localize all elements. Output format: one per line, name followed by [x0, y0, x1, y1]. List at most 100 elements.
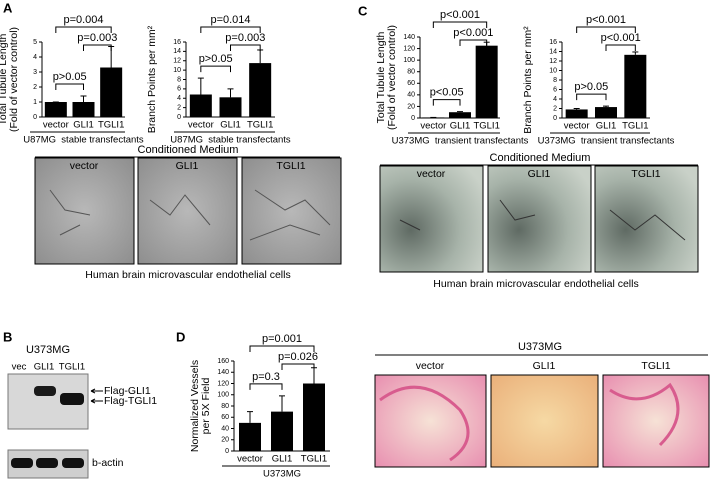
- lane-label: TGLI1: [59, 362, 85, 373]
- x-tick-label: GLI1: [450, 121, 471, 132]
- caption: U373MG transient transfectants: [392, 136, 529, 147]
- significance-bracket: [432, 21, 488, 28]
- y-tick-label: 120: [217, 380, 229, 387]
- p-value: p=0.014: [210, 14, 250, 26]
- image-label: GLI1: [533, 360, 556, 372]
- p-value: p=0.026: [278, 351, 318, 363]
- significance-bracket: [249, 345, 315, 352]
- band: [60, 393, 84, 405]
- arrow: [90, 388, 103, 404]
- bar-chart: 0 1 2 3 4 5 Total Tubule Length (Fold of vector…: [0, 14, 144, 146]
- y-tick-label: 0: [177, 114, 181, 121]
- x-tick-label: TGLI1: [98, 120, 124, 131]
- y-tick-label: 0: [553, 115, 557, 122]
- micrograph: [34, 157, 135, 265]
- bar: [219, 97, 242, 117]
- p-value: p=0.003: [77, 32, 117, 44]
- y-axis-label: per 5X Field: [200, 378, 212, 435]
- panel-label: D: [176, 329, 185, 344]
- caption: U87MG stable transfectants: [23, 135, 144, 146]
- bar-chart: 0 2 4 6 8 10 12 14 16 Branch Points per mm² vector…: [522, 14, 675, 147]
- panel-label: A: [3, 0, 13, 15]
- panel-labels: A B C D: [3, 0, 368, 344]
- significance-bracket: [459, 39, 488, 46]
- significance-bracket: [432, 99, 461, 106]
- section-title: Conditioned Medium: [490, 152, 591, 164]
- y-tick-label: 5: [33, 39, 37, 46]
- panel-label: C: [358, 3, 368, 18]
- y-axis-label: Branch Points per mm²: [146, 25, 158, 133]
- image-label: GLI1: [176, 160, 199, 172]
- y-axis-label: (Fold of vector control): [386, 25, 398, 130]
- y-tick-label: 16: [549, 39, 557, 46]
- y-tick-label: 2: [33, 84, 37, 91]
- y-tick-label: 6: [177, 86, 181, 93]
- y-tick-label: 20: [221, 437, 229, 444]
- p-value: p<0.001: [453, 27, 493, 39]
- p-value: p=0.003: [225, 32, 265, 44]
- caption: U373MG: [263, 469, 301, 480]
- y-tick-label: 0: [411, 115, 415, 122]
- p-value: p<0.05: [430, 87, 464, 99]
- significance-bracket: [200, 65, 231, 73]
- bar: [303, 383, 325, 451]
- y-tick-label: 80: [407, 69, 415, 76]
- p-value: p>0.05: [53, 71, 87, 83]
- bar: [189, 94, 212, 117]
- y-tick-label: 40: [407, 92, 415, 99]
- y-tick-label: 6: [553, 86, 557, 93]
- significance-bracket: [249, 383, 283, 390]
- bar: [249, 63, 272, 117]
- y-tick-label: 0: [225, 448, 229, 455]
- micrographs-a: Conditioned Medium vector GLI1 TGLI1 Hum…: [34, 144, 342, 281]
- p-value: p<0.001: [601, 32, 641, 44]
- y-tick-label: 10: [549, 67, 557, 74]
- y-tick-label: 14: [549, 48, 557, 55]
- micrograph: [137, 157, 238, 265]
- bar-chart: 0 2 4 6 8 10 12 14 16 Branch Points per mm² vector…: [146, 14, 291, 146]
- y-tick-label: 4: [553, 96, 557, 103]
- y-tick-label: 14: [173, 48, 181, 55]
- section-title: Conditioned Medium: [138, 144, 239, 156]
- significance-bracket: [55, 26, 112, 33]
- bar: [624, 54, 647, 118]
- y-tick-label: 100: [403, 57, 415, 64]
- y-tick-label: 2: [177, 104, 181, 111]
- y-tick-label: 1: [33, 99, 37, 106]
- micrograph: [594, 165, 699, 273]
- significance-bracket: [605, 44, 636, 51]
- significance-bracket: [230, 44, 261, 51]
- bar: [271, 411, 293, 451]
- x-tick-label: TGLI1: [622, 121, 648, 132]
- x-tick-label: GLI1: [73, 120, 94, 131]
- y-tick-label: 160: [217, 358, 229, 365]
- lane-label: GLI1: [34, 362, 55, 373]
- image-label: TGLI1: [276, 160, 305, 172]
- vessel-image: [602, 374, 710, 468]
- significance-bracket: [83, 44, 112, 51]
- p-value: p>0.05: [574, 81, 608, 93]
- y-tick-label: 40: [221, 425, 229, 432]
- micrograph: [487, 165, 592, 273]
- image-label: TGLI1: [641, 360, 670, 372]
- y-tick-label: 60: [407, 80, 415, 87]
- y-tick-label: 80: [221, 403, 229, 410]
- p-value: p=0.004: [63, 14, 103, 26]
- image-label: vector: [70, 160, 99, 172]
- x-tick-label: vector: [188, 120, 214, 131]
- x-tick-label: TGLI1: [301, 454, 327, 465]
- y-tick-label: 20: [407, 103, 415, 110]
- bar: [239, 422, 261, 451]
- y-tick-label: 12: [173, 58, 181, 65]
- p-value: p>0.05: [199, 53, 233, 65]
- x-tick-label: TGLI1: [247, 120, 273, 131]
- significance-bracket: [200, 26, 261, 33]
- x-tick-label: GLI1: [272, 454, 293, 465]
- x-tick-label: vector: [420, 121, 446, 132]
- significance-bracket: [55, 83, 84, 90]
- band: [34, 386, 56, 396]
- band: [62, 458, 84, 468]
- y-tick-label: 8: [553, 77, 557, 84]
- y-axis-label: Normalized Vessels: [189, 360, 201, 452]
